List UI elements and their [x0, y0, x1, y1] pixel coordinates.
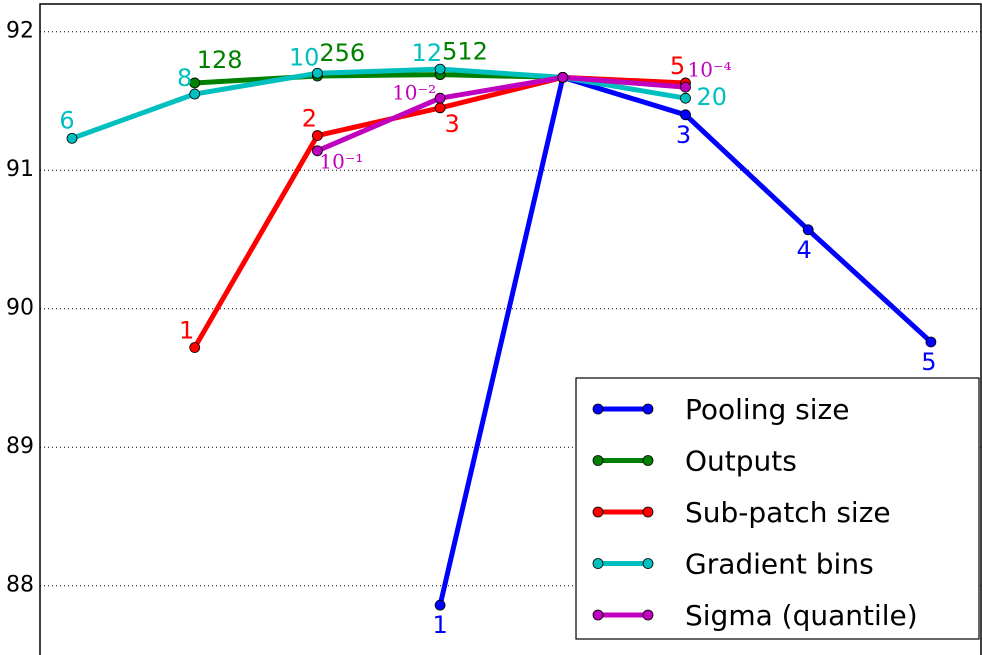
data-point [189, 88, 201, 100]
data-point [189, 342, 201, 353]
legend-marker [592, 403, 604, 415]
point-label: 6 [59, 106, 74, 134]
point-label: 1 [179, 317, 194, 345]
point-label: 5 [921, 348, 936, 376]
point-label: 12 [412, 39, 443, 67]
point-label: 128 [197, 46, 243, 74]
y-tick-label: 90 [6, 296, 34, 321]
series-line [194, 72, 563, 86]
legend-marker [592, 558, 604, 569]
point-label: 10⁻² [392, 81, 436, 105]
legend-marker [592, 506, 604, 518]
point-label: 5 [670, 52, 685, 80]
legend-label: Pooling size [685, 393, 849, 426]
legend-marker [592, 609, 604, 621]
data-point [311, 130, 323, 141]
point-label: 10 [289, 43, 320, 71]
legend-label: Sub-patch size [685, 496, 891, 529]
point-label: 2 [302, 105, 317, 133]
legend-marker [642, 558, 654, 569]
legend-marker [642, 506, 654, 518]
data-point [189, 77, 201, 89]
legend-label: Gradient bins [685, 548, 874, 581]
legend-label: Outputs [685, 445, 797, 478]
data-point [680, 81, 691, 93]
y-tick-label: 91 [6, 157, 34, 182]
legend-marker [642, 609, 654, 621]
data-point [802, 224, 814, 236]
point-label: 3 [444, 110, 459, 138]
series-line [316, 74, 686, 154]
point-label: 20 [697, 83, 728, 111]
data-point [680, 109, 691, 121]
legend-marker [592, 455, 604, 466]
plot-frame [39, 3, 982, 655]
data-point [66, 132, 78, 144]
data-point [925, 336, 937, 348]
y-tick-label: 88 [6, 573, 34, 598]
point-label: 10⁻⁴ [688, 58, 732, 82]
legend-label: Sigma (quantile) [685, 599, 918, 632]
point-label: 256 [319, 39, 365, 67]
point-label: 1 [432, 611, 447, 639]
legend: Pooling size Outputs Sub-patch size Gradien… [575, 377, 980, 640]
point-label: 3 [676, 121, 691, 149]
point-label: 4 [797, 236, 812, 264]
legend-marker [642, 403, 654, 415]
legend-box [575, 377, 980, 640]
data-point [311, 67, 323, 79]
series-line [192, 74, 686, 349]
point-label: 512 [442, 38, 488, 66]
legend-marker [642, 455, 654, 466]
data-point [311, 145, 323, 157]
data-point [434, 92, 446, 104]
point-label: 8 [177, 64, 192, 92]
data-point [434, 63, 446, 75]
data-point [434, 599, 446, 611]
data-point [680, 92, 691, 104]
y-tick-label: 92 [6, 19, 34, 44]
y-tick-label: 89 [6, 434, 34, 459]
data-point [557, 72, 569, 83]
point-label: 10⁻¹ [319, 149, 363, 173]
